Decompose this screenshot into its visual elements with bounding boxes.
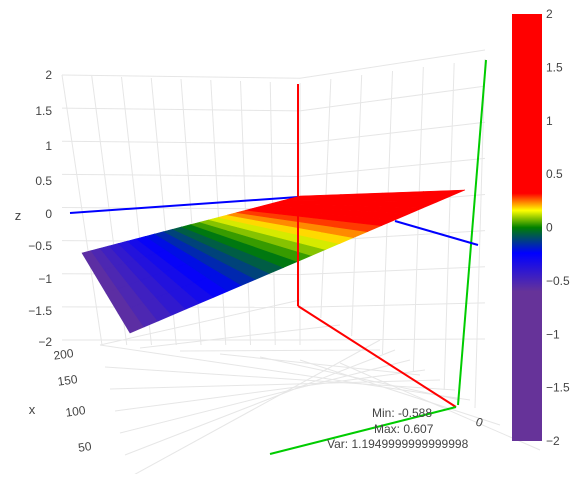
x-tick-label: 150 <box>57 372 79 389</box>
grid-line-z <box>62 174 300 176</box>
colorbar <box>512 14 542 441</box>
grid-line-floor <box>105 367 455 390</box>
x-axis-title: x <box>29 402 36 417</box>
grid-line-z <box>300 86 485 111</box>
x-tick-label: 100 <box>65 403 87 420</box>
x-tick-label: 200 <box>53 346 75 363</box>
colorbar-tick-label: −1 <box>546 327 560 341</box>
colorbar-tick-label: 1.5 <box>546 60 563 74</box>
stats-var: Var: 1.1949999999999998 <box>327 437 469 451</box>
grid-line-y <box>413 67 423 372</box>
z-tick-label: −0.5 <box>28 239 52 253</box>
colorbar-tick-label: 0 <box>546 221 553 235</box>
z-tick-label: 1 <box>45 139 52 153</box>
grid-line-z <box>300 339 485 340</box>
colorbar-tick-label: −2 <box>546 434 560 448</box>
grid-line-z <box>300 267 485 275</box>
z-axis-line-floor <box>298 306 456 407</box>
z-tick-label: 2 <box>45 68 52 82</box>
colorbar-tick-label: 0.5 <box>546 167 563 181</box>
stats-min: Min: -0.588 <box>372 406 432 420</box>
stats-max: Max: 0.607 <box>374 422 434 436</box>
grid-line-z <box>62 75 300 78</box>
grid-line-floor <box>140 325 340 348</box>
grid-line-x <box>211 80 226 345</box>
x-tick-label: 50 <box>77 439 92 455</box>
grid-line-x <box>62 75 102 345</box>
grid-line-floor <box>130 340 380 474</box>
colorbar-tick-label: 1 <box>546 114 553 128</box>
grid-line-z <box>62 108 300 111</box>
colorbar-tick-label: −0.5 <box>546 274 570 288</box>
x-axis-line-right <box>395 221 478 245</box>
colorbar-tick-label: −1.5 <box>546 381 570 395</box>
grid-line-z <box>300 122 485 143</box>
grid-line-z <box>300 303 485 307</box>
grid-line-z <box>62 141 300 143</box>
grid-line-floor <box>115 370 425 411</box>
grid-line-y <box>475 59 485 408</box>
z-tick-label: −1 <box>38 272 52 286</box>
grid-line-y <box>444 63 454 390</box>
z-tick-label: −2 <box>38 335 52 349</box>
grid-line-floor <box>180 350 380 351</box>
z-tick-label: 1.5 <box>35 104 52 118</box>
colorbar-tick-label: 2 <box>546 7 553 21</box>
z-tick-label: 0.5 <box>35 174 52 188</box>
z-axis-title: z <box>15 208 22 223</box>
z-tick-label: 0 <box>45 207 52 221</box>
z-tick-label: −1.5 <box>28 304 52 318</box>
